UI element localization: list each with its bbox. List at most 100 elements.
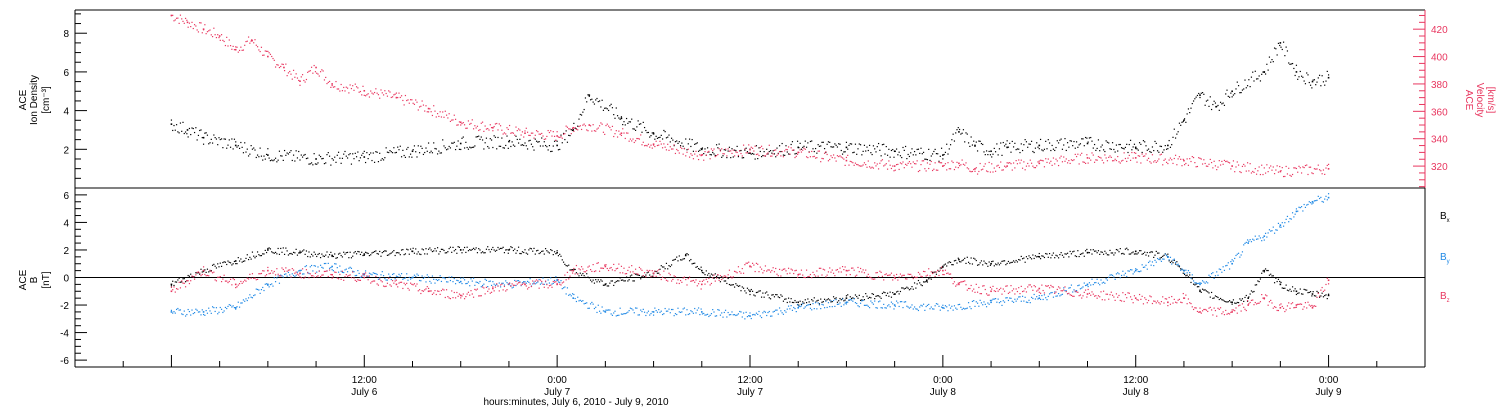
density-point: [911, 148, 913, 150]
density-point: [1172, 136, 1174, 138]
bz-point: [1065, 290, 1067, 293]
bx-point: [982, 264, 984, 266]
density-point: [469, 146, 471, 148]
bx-point: [604, 284, 606, 286]
by-point: [804, 306, 806, 308]
bz-point: [802, 274, 804, 276]
by-point: [578, 300, 580, 302]
density-point: [685, 138, 687, 140]
by-point: [386, 279, 389, 281]
bz-point: [1086, 293, 1089, 295]
density-point: [609, 105, 611, 107]
bz-point: [1118, 294, 1120, 297]
bz-point: [835, 269, 837, 271]
bz-point: [292, 269, 295, 271]
bx-point: [528, 249, 530, 251]
velocity-point: [709, 158, 711, 160]
by-point: [1151, 261, 1154, 263]
bx-point: [1200, 291, 1202, 293]
bz-point: [250, 277, 252, 279]
bz-point: [805, 269, 808, 271]
bz-point: [507, 283, 509, 285]
by-point: [754, 314, 756, 316]
bz-point: [1299, 303, 1301, 305]
bx-point: [582, 273, 584, 275]
velocity-point: [478, 129, 480, 132]
bx-point: [287, 254, 290, 256]
density-point: [1133, 143, 1136, 145]
by-point: [559, 281, 561, 284]
bz-point: [290, 276, 292, 278]
density-point: [645, 129, 647, 132]
velocity-point: [825, 151, 827, 153]
by-point: [672, 308, 674, 311]
bx-point: [721, 276, 723, 278]
bx-point: [965, 262, 967, 265]
bz-point: [1104, 299, 1106, 301]
density-point: [782, 154, 785, 156]
density-point: [1075, 141, 1078, 143]
bz-point: [782, 268, 785, 270]
velocity-point: [544, 138, 547, 140]
bz-point: [884, 274, 886, 276]
bx-point: [376, 252, 378, 255]
velocity-point: [481, 121, 484, 123]
by-point: [439, 275, 441, 277]
density-point: [235, 141, 237, 143]
density-point: [634, 129, 637, 131]
bz-point: [1055, 291, 1057, 293]
by-point: [1195, 282, 1197, 284]
bz-point: [988, 294, 990, 296]
density-point: [579, 113, 581, 116]
bz-point: [624, 273, 626, 275]
velocity-point: [367, 93, 369, 95]
density-point: [292, 154, 295, 156]
density-point: [264, 158, 266, 160]
by-point: [335, 263, 337, 265]
by-point: [879, 300, 881, 302]
bx-point: [438, 253, 440, 255]
density-point: [723, 149, 725, 151]
velocity-point: [526, 131, 529, 133]
bz-point: [1232, 309, 1235, 311]
bz-point: [713, 274, 715, 276]
density-point: [551, 150, 553, 152]
density-point: [744, 149, 746, 151]
by-point: [1025, 301, 1028, 303]
bz-point: [1167, 301, 1169, 304]
velocity-point: [337, 88, 340, 90]
velocity-point: [1223, 159, 1226, 162]
by-point: [1105, 278, 1107, 280]
density-point: [1295, 64, 1298, 66]
bx-point: [453, 250, 455, 252]
density-point: [1201, 92, 1204, 94]
bz-point: [733, 270, 736, 272]
bx-point: [1303, 288, 1305, 291]
density-point: [190, 133, 192, 136]
bx-point: [749, 293, 751, 296]
density-point: [616, 115, 619, 117]
velocity-point: [193, 24, 196, 26]
bx-point: [1010, 261, 1012, 264]
velocity-point: [1189, 158, 1191, 160]
by-point: [1264, 232, 1267, 234]
density-point: [564, 138, 566, 141]
bx-point: [1036, 256, 1038, 258]
bz-point: [627, 269, 629, 272]
bx-point: [620, 279, 623, 281]
by-point: [181, 313, 183, 315]
density-point: [697, 150, 700, 152]
by-point: [584, 302, 587, 304]
bz-point: [1194, 307, 1196, 309]
bx-point: [314, 253, 317, 255]
bz-point: [497, 285, 499, 287]
velocity-point: [218, 36, 220, 39]
velocity-point: [1282, 175, 1285, 178]
density-point: [1054, 149, 1056, 152]
by-point: [964, 308, 966, 310]
bz-point: [1291, 302, 1294, 304]
by-point: [314, 265, 317, 267]
velocity-point: [947, 162, 949, 164]
velocity-point: [190, 25, 192, 28]
velocity-point: [361, 94, 363, 96]
